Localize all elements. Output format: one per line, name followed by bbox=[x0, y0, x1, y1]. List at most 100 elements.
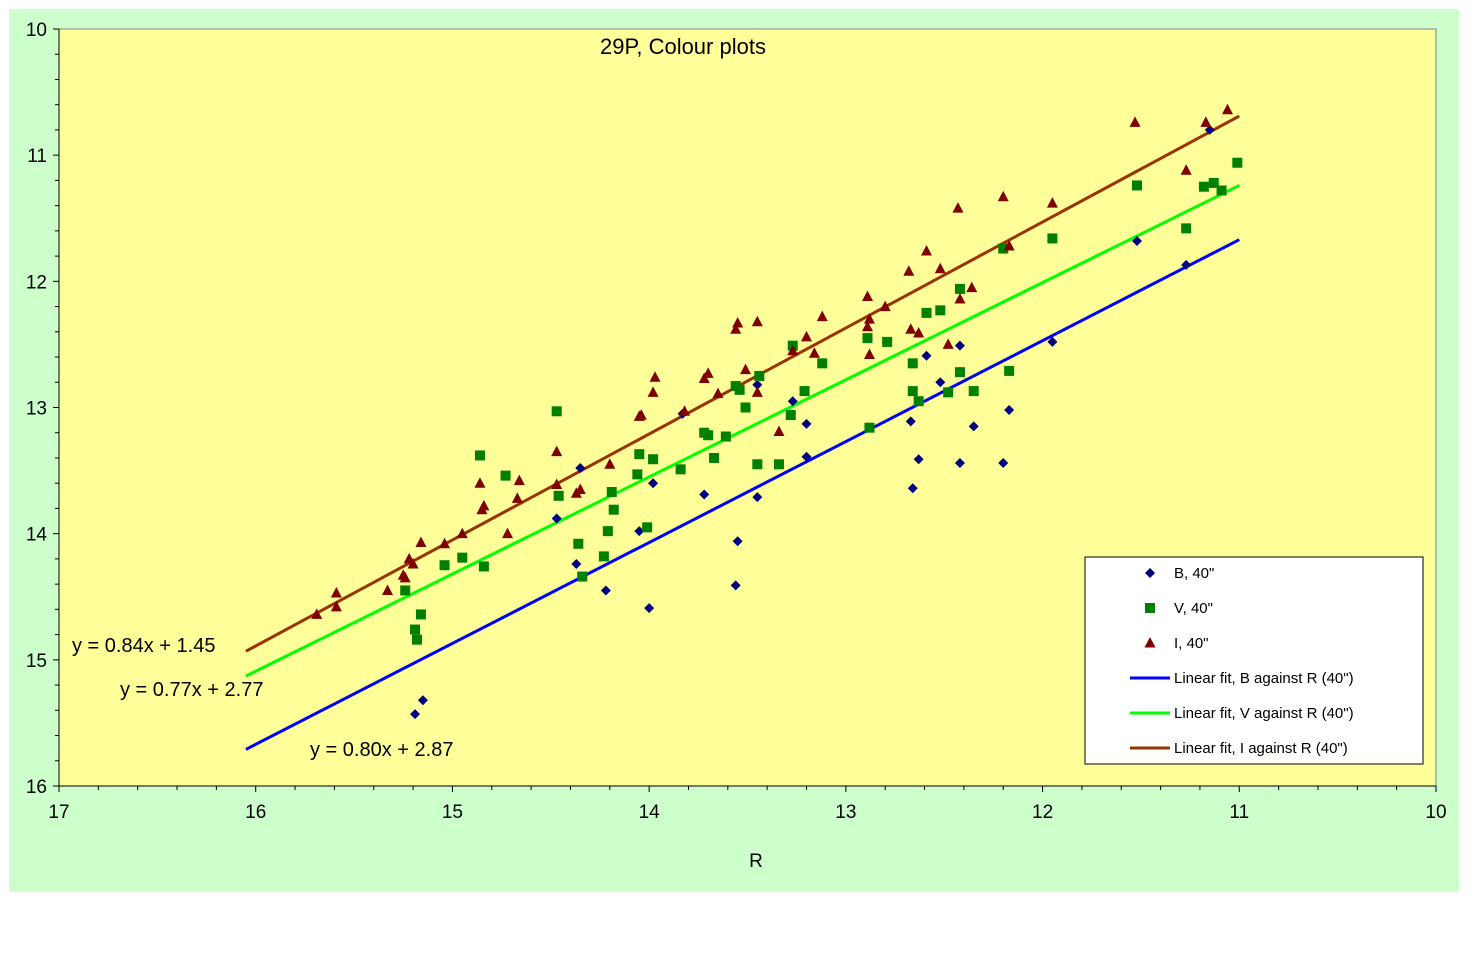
fit-equation-label: y = 0.84x + 1.45 bbox=[72, 635, 215, 657]
x-tick-label: 10 bbox=[1425, 802, 1446, 823]
data-point-square bbox=[573, 538, 584, 549]
data-point-triangle bbox=[330, 586, 342, 598]
data-point-diamond bbox=[1004, 405, 1015, 416]
data-point-square bbox=[913, 396, 924, 407]
y-tick-label: 10 bbox=[26, 20, 47, 41]
data-point-square bbox=[954, 283, 965, 294]
data-point-diamond bbox=[801, 451, 812, 462]
data-point-diamond bbox=[1145, 568, 1155, 578]
y-tick-label: 12 bbox=[26, 272, 47, 293]
data-point-triangle bbox=[330, 600, 342, 612]
x-tick-label: 15 bbox=[442, 802, 463, 823]
data-point-square bbox=[1047, 233, 1058, 244]
data-point-triangle bbox=[311, 608, 323, 619]
data-point-triangle bbox=[1200, 116, 1212, 127]
data-point-square bbox=[703, 430, 714, 441]
data-point-triangle bbox=[439, 537, 451, 549]
data-point-square bbox=[720, 431, 731, 442]
data-point-triangle bbox=[604, 458, 616, 469]
data-point-triangle bbox=[649, 371, 661, 382]
data-point-square bbox=[817, 358, 828, 369]
data-point-diamond bbox=[954, 340, 965, 351]
data-point-triangle bbox=[787, 344, 799, 356]
data-point-square bbox=[551, 406, 562, 417]
data-point-triangle bbox=[740, 363, 752, 375]
data-point-square bbox=[400, 585, 411, 596]
data-point-diamond bbox=[905, 416, 916, 427]
legend-entry-label: V, 40" bbox=[1174, 600, 1213, 617]
data-point-diamond bbox=[913, 454, 924, 465]
data-point-triangle bbox=[399, 571, 411, 583]
data-point-triangle bbox=[647, 386, 659, 397]
data-point-triangle bbox=[861, 320, 873, 332]
data-point-diamond bbox=[1047, 336, 1058, 347]
data-point-square bbox=[1131, 180, 1142, 191]
x-tick-label: 14 bbox=[639, 802, 661, 823]
data-point-square bbox=[1232, 157, 1243, 168]
data-point-triangle bbox=[1046, 197, 1058, 208]
legend-entry-label: I, 40" bbox=[1174, 635, 1209, 652]
legend-entry-label: Linear fit, B against R (40") bbox=[1174, 670, 1354, 687]
data-point-square bbox=[968, 386, 979, 397]
data-point-triangle bbox=[861, 290, 873, 301]
fit-equation-label: y = 0.77x + 2.77 bbox=[120, 679, 263, 701]
data-point-square bbox=[608, 504, 619, 515]
data-point-triangle bbox=[921, 245, 933, 256]
data-point-triangle bbox=[751, 386, 763, 397]
data-point-triangle bbox=[1221, 103, 1233, 115]
data-point-diamond bbox=[1131, 235, 1142, 246]
data-point-triangle bbox=[382, 584, 394, 595]
y-tick-label: 16 bbox=[26, 777, 47, 798]
data-points bbox=[311, 103, 1243, 720]
data-point-square bbox=[954, 367, 965, 378]
data-point-triangle bbox=[702, 367, 714, 378]
data-point-square bbox=[907, 386, 918, 397]
x-axis-label: R bbox=[749, 851, 763, 872]
data-point-triangle bbox=[934, 262, 946, 274]
data-point-square bbox=[500, 470, 511, 481]
data-point-triangle bbox=[773, 425, 785, 436]
data-point-square bbox=[907, 358, 918, 369]
legend: B, 40" V, 40" I, 40" Linear fit, B against … bbox=[1084, 556, 1424, 765]
data-point-triangle bbox=[1003, 240, 1015, 251]
data-point-triangle bbox=[952, 202, 964, 213]
data-point-triangle bbox=[801, 330, 813, 342]
data-point-diamond bbox=[907, 483, 918, 494]
data-point-diamond bbox=[551, 513, 562, 524]
data-point-square bbox=[577, 571, 588, 582]
data-point-square bbox=[410, 624, 421, 635]
x-tick-label: 12 bbox=[1032, 802, 1053, 823]
data-point-diamond bbox=[954, 458, 965, 469]
data-point-diamond bbox=[644, 603, 655, 614]
data-point-triangle bbox=[551, 445, 563, 457]
data-point-diamond bbox=[935, 377, 946, 388]
data-point-diamond bbox=[968, 421, 979, 432]
x-tick-label: 11 bbox=[1229, 802, 1249, 823]
data-point-triangle bbox=[712, 387, 724, 399]
legend-box bbox=[1084, 556, 1424, 765]
data-point-diamond bbox=[699, 489, 710, 500]
data-point-triangle bbox=[1144, 637, 1156, 648]
data-point-triangle bbox=[502, 527, 514, 539]
data-point-diamond bbox=[732, 536, 743, 547]
data-point-diamond bbox=[801, 418, 812, 429]
data-point-triangle bbox=[1129, 116, 1141, 127]
data-point-triangle bbox=[954, 292, 966, 304]
data-point-triangle bbox=[913, 327, 925, 338]
data-point-triangle bbox=[879, 300, 891, 312]
data-point-square bbox=[734, 384, 745, 395]
data-point-triangle bbox=[551, 478, 563, 489]
data-point-square bbox=[864, 422, 875, 433]
data-point-triangle bbox=[905, 323, 917, 334]
data-point-diamond bbox=[634, 526, 645, 537]
data-point-square bbox=[632, 469, 643, 480]
data-point-square bbox=[998, 243, 1009, 254]
legend-entry-label: Linear fit, V against R (40") bbox=[1174, 705, 1354, 722]
data-point-square bbox=[474, 450, 485, 461]
data-point-diamond bbox=[600, 585, 611, 596]
chart-title: 29P, Colour plots bbox=[600, 34, 766, 59]
data-point-square bbox=[773, 459, 784, 470]
data-point-square bbox=[415, 609, 426, 620]
data-point-diamond bbox=[417, 695, 428, 706]
data-point-diamond bbox=[648, 478, 659, 489]
